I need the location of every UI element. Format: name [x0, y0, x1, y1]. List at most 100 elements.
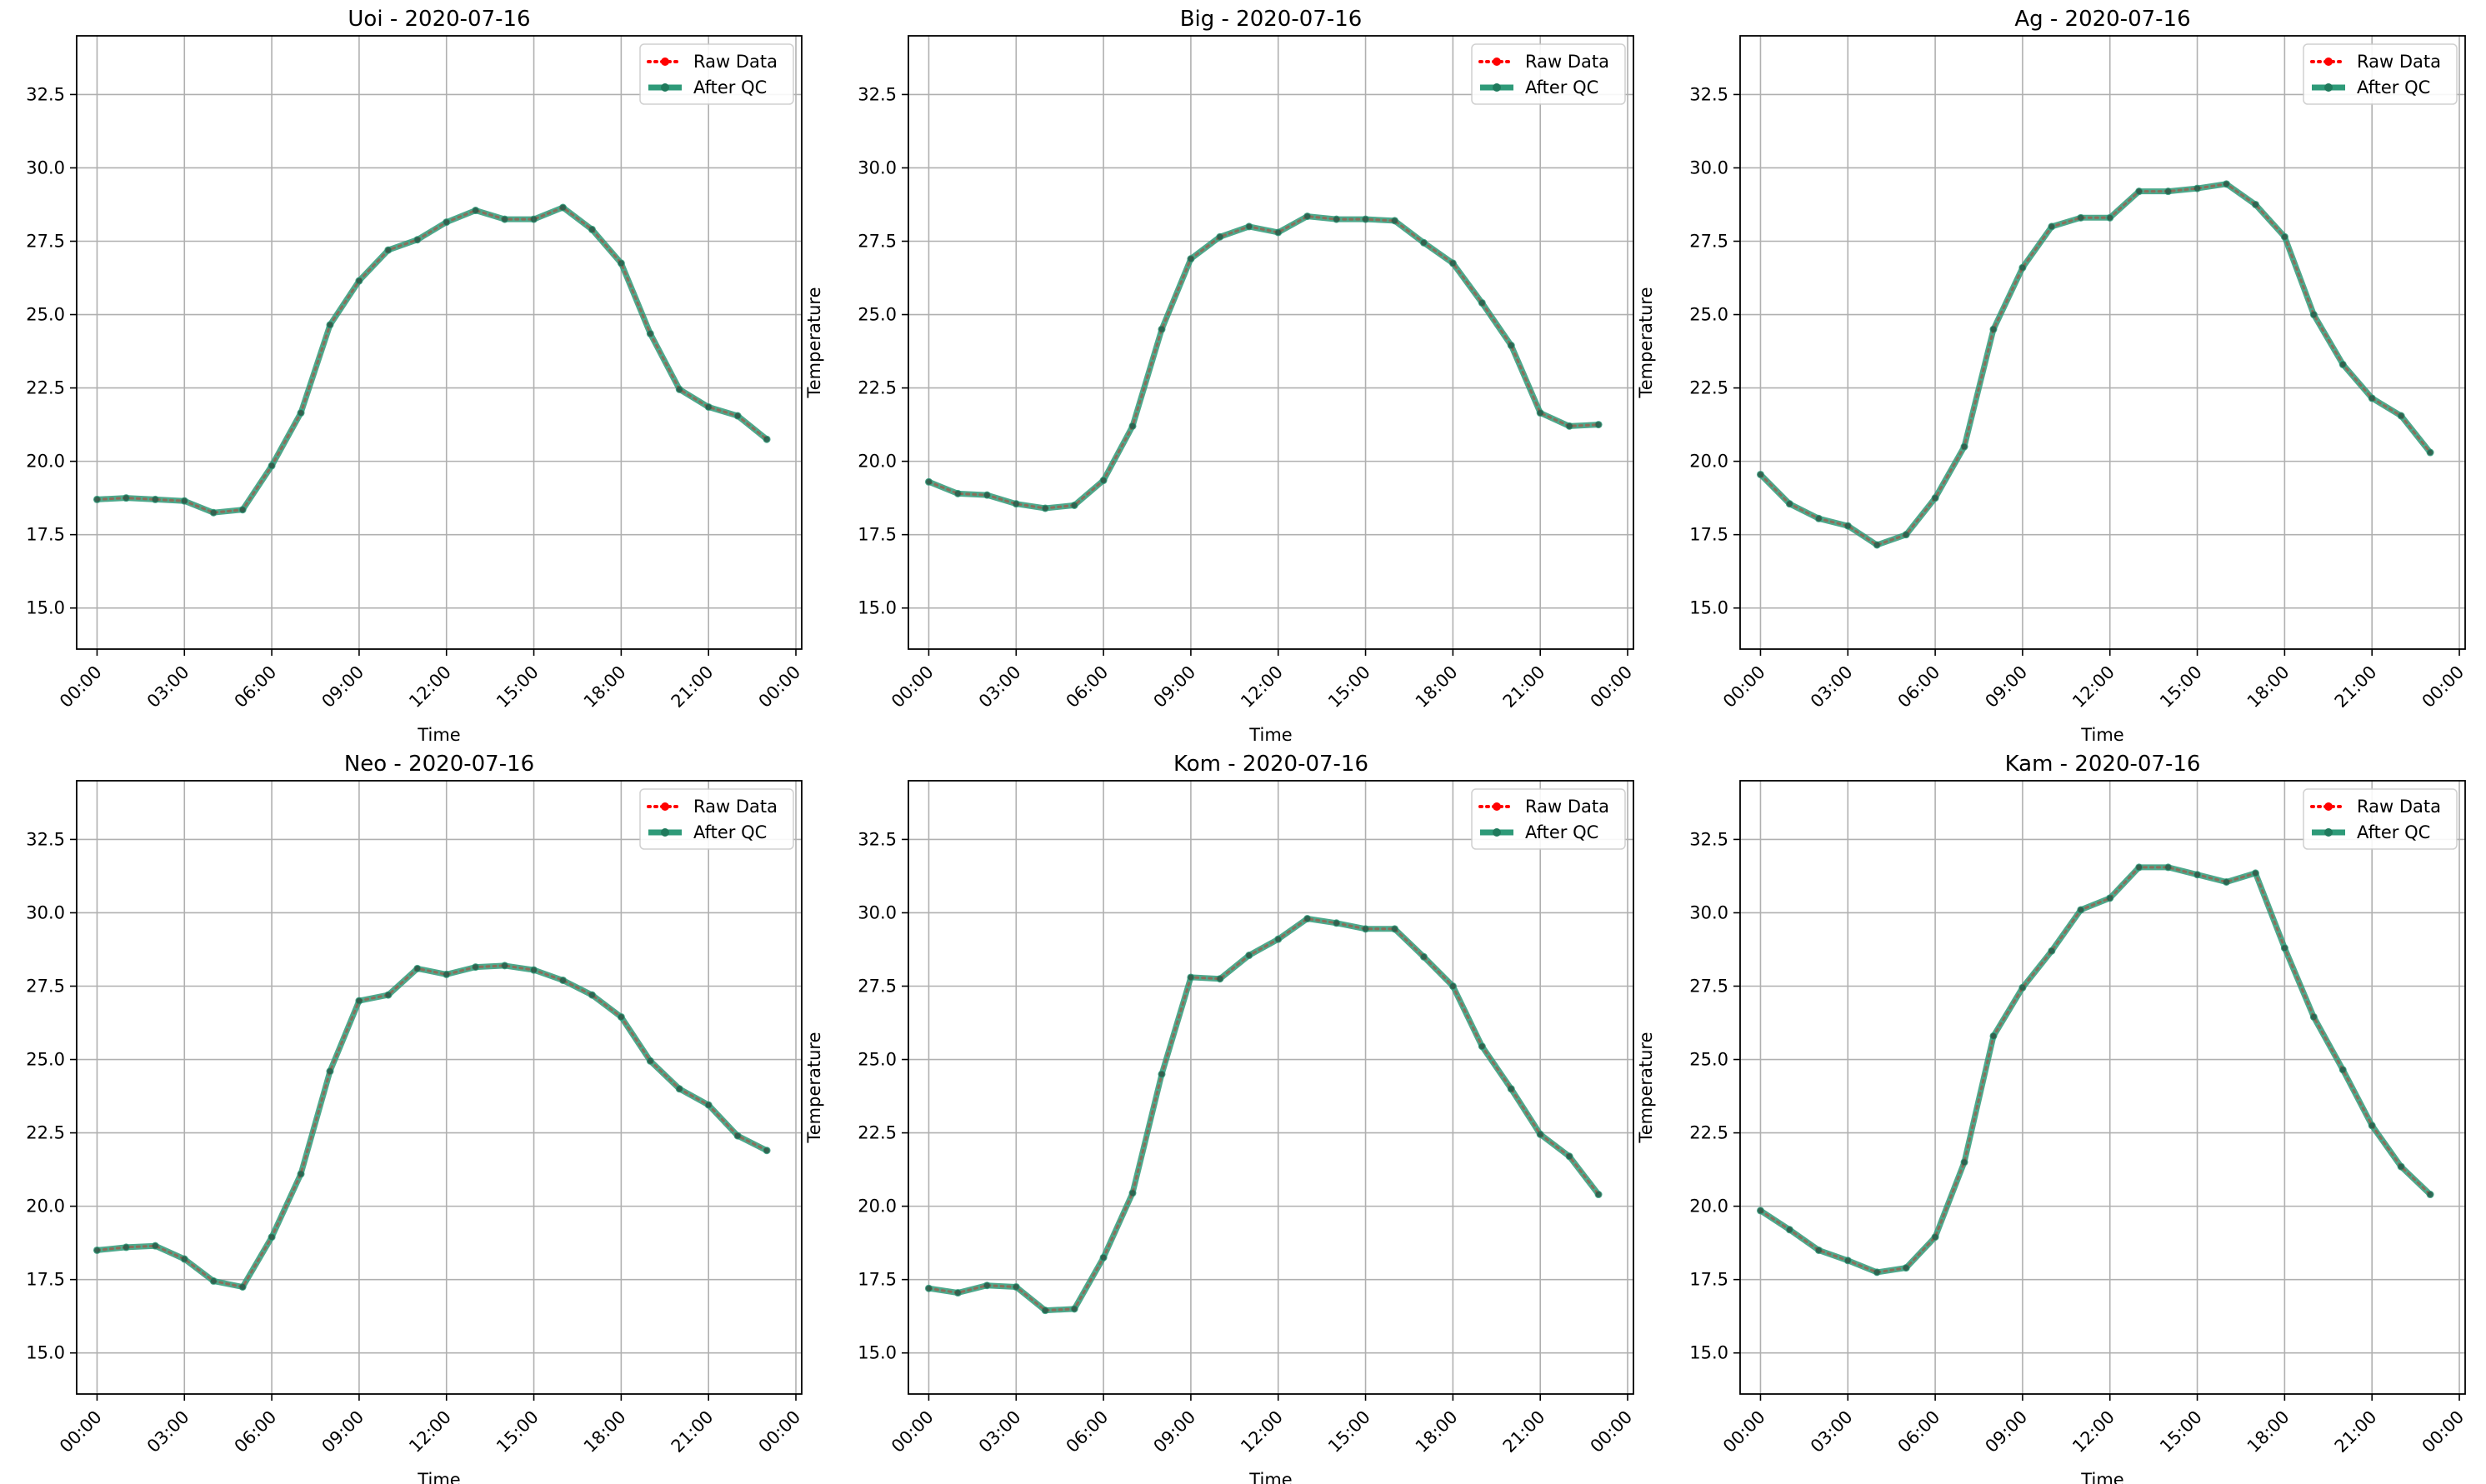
raw-data-line — [96, 206, 768, 514]
x-tick-label: 18:00 — [1412, 662, 1462, 712]
raw-data-point — [1566, 422, 1573, 429]
legend-qc-label: After QC — [693, 77, 767, 97]
y-tick-label: 15.0 — [26, 1343, 65, 1363]
x-tick-label: 12:00 — [405, 662, 455, 712]
raw-data-line — [928, 917, 1600, 1312]
subplot-2: 00:00 03:00 06:00 09:00 12:00 15:00 18:00 21:00… — [1636, 7, 2468, 745]
x-tick-label: 06:00 — [1894, 662, 1944, 712]
x-tick-label: 00:00 — [1719, 662, 1769, 712]
plot-area — [908, 781, 1633, 1394]
x-tick-label: 00:00 — [888, 1407, 938, 1457]
y-tick-label: 32.5 — [1689, 829, 1728, 849]
x-tick-label: 15:00 — [493, 662, 543, 712]
y-tick-label: 27.5 — [1689, 232, 1728, 252]
raw-data-point — [676, 1086, 683, 1092]
x-tick-label: 21:00 — [2331, 662, 2381, 712]
raw-data-point — [2368, 395, 2375, 402]
plot-frame — [1739, 780, 2466, 1395]
y-axis-label: Temperature — [804, 1032, 824, 1143]
legend-qc-marker — [661, 83, 669, 92]
raw-data-point — [1013, 501, 1019, 507]
y-tick-label: 25.0 — [858, 1050, 897, 1070]
y-tick-label: 17.5 — [1689, 1270, 1728, 1290]
raw-data-point — [676, 386, 683, 392]
y-tick-label: 15.0 — [858, 598, 897, 618]
raw-data-point — [2078, 214, 2084, 221]
subplot-title: Neo - 2020-07-16 — [344, 752, 534, 777]
raw-data-point — [588, 226, 595, 232]
raw-data-point — [983, 492, 990, 498]
plot-area — [1740, 781, 2465, 1394]
raw-data-point — [2281, 945, 2288, 952]
raw-data-point — [2310, 312, 2317, 318]
raw-data-point — [356, 277, 363, 284]
y-tick-label: 30.0 — [26, 157, 65, 177]
raw-data-point — [1042, 1307, 1048, 1314]
x-tick-label: 00:00 — [1719, 1407, 1769, 1457]
raw-data-point — [2339, 361, 2346, 367]
raw-data-point — [2194, 185, 2201, 192]
y-tick-label: 25.0 — [1689, 1050, 1728, 1070]
raw-data-point — [1188, 974, 1194, 981]
y-tick-label: 27.5 — [26, 232, 65, 252]
y-tick-label: 25.0 — [26, 305, 65, 325]
x-tick-label: 09:00 — [1149, 1407, 1199, 1457]
x-tick-label: 00:00 — [755, 1407, 805, 1457]
raw-data-point — [1217, 976, 1223, 982]
raw-data-point — [239, 507, 246, 513]
raw-data-point — [210, 509, 217, 516]
raw-data-point — [1333, 920, 1340, 927]
plot-frame — [908, 35, 1634, 650]
raw-data-point — [559, 204, 566, 211]
raw-data-point — [925, 1285, 932, 1292]
raw-data-point — [2252, 870, 2258, 877]
legend-raw-marker — [2324, 57, 2333, 66]
subplot-title: Kam - 2020-07-16 — [2005, 752, 2201, 777]
x-tick-label: 06:00 — [231, 662, 281, 712]
subplot-title: Kom - 2020-07-16 — [1173, 752, 1368, 777]
y-tick-label: 32.5 — [1689, 84, 1728, 104]
legend-qc-label: After QC — [1525, 822, 1598, 842]
x-tick-label: 15:00 — [2156, 662, 2206, 712]
x-tick-label: 06:00 — [231, 1407, 281, 1457]
y-tick-label: 15.0 — [26, 598, 65, 618]
subplot-0: 00:00 03:00 06:00 09:00 12:00 15:00 18:00 21:00… — [26, 7, 804, 745]
raw-data-point — [1537, 1131, 1543, 1137]
legend: Raw Data After QC — [639, 788, 794, 850]
x-tick-label: 09:00 — [1981, 1407, 2031, 1457]
plot-frame — [76, 780, 803, 1395]
raw-data-point — [210, 1277, 217, 1284]
x-tick-label: 00:00 — [56, 1407, 106, 1457]
raw-data-point — [1217, 233, 1223, 240]
raw-data-point — [954, 490, 961, 497]
raw-data-line — [928, 215, 1600, 510]
y-tick-label: 20.0 — [858, 1197, 897, 1217]
y-tick-label: 27.5 — [858, 977, 897, 997]
legend-qc-label: After QC — [693, 822, 767, 842]
raw-data-point — [2223, 181, 2229, 187]
raw-data-point — [356, 997, 363, 1004]
raw-data-point — [1304, 213, 1311, 220]
raw-data-point — [1873, 542, 1880, 548]
raw-data-point — [1786, 501, 1793, 507]
raw-data-point — [181, 497, 188, 504]
legend-raw-marker — [1493, 802, 1501, 811]
raw-data-point — [414, 237, 421, 243]
subplot-title: Ag - 2020-07-16 — [2014, 7, 2190, 32]
legend-raw-marker — [1493, 57, 1501, 66]
y-tick-label: 25.0 — [858, 305, 897, 325]
raw-data-point — [2281, 233, 2288, 240]
after-qc-line — [1758, 181, 2433, 548]
raw-data-point — [1333, 216, 1340, 222]
raw-data-point — [1903, 1265, 1909, 1272]
raw-data-point — [2310, 1013, 2317, 1020]
raw-data-point — [588, 992, 595, 998]
raw-data-point — [327, 322, 333, 328]
legend-raw-label: Raw Data — [693, 797, 778, 817]
x-tick-label: 09:00 — [318, 1407, 368, 1457]
y-tick-label: 20.0 — [858, 452, 897, 472]
plot-area — [908, 36, 1633, 649]
y-tick-label: 32.5 — [26, 84, 65, 104]
x-tick-label: 12:00 — [1237, 1407, 1287, 1457]
raw-data-point — [1932, 1234, 1938, 1241]
